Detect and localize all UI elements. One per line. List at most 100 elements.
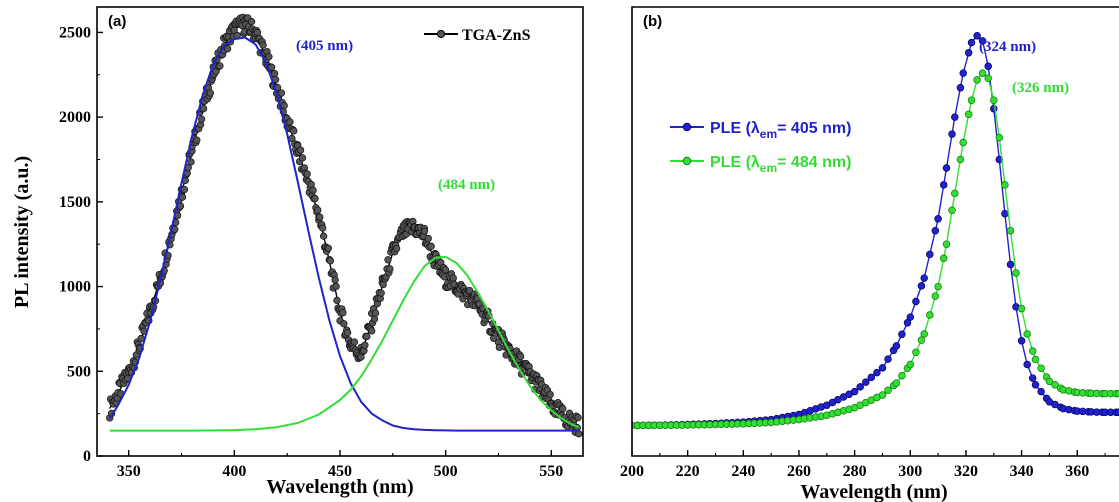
panel-a-marker-tga-zns bbox=[314, 206, 322, 214]
panel-a-marker-tga-zns bbox=[516, 352, 525, 361]
panel-a-marker-tga-zns bbox=[298, 154, 307, 162]
panel-a-marker-tga-zns bbox=[319, 232, 328, 240]
panel-b-marker-ple-em-405-nm bbox=[1115, 408, 1119, 417]
panel-b-marker-ple-em-484-nm bbox=[878, 391, 887, 399]
panel-b-marker-ple-em-405-nm bbox=[862, 378, 870, 386]
legend-label-tga-zns: TGA-ZnS bbox=[462, 27, 531, 44]
panel-b-marker-ple-em-484-nm bbox=[1028, 347, 1037, 355]
panel-a-marker-tga-zns bbox=[574, 413, 582, 422]
panel-b-marker-ple-em-484-nm bbox=[939, 254, 948, 263]
panel-a-xtick-label: 450 bbox=[328, 463, 352, 480]
panel-a-marker-tga-zns bbox=[259, 41, 267, 49]
panel-b-marker-ple-em-484-nm bbox=[1006, 226, 1015, 235]
panel-a-marker-tga-zns bbox=[319, 224, 327, 232]
panel-b-marker-ple-em-405-nm bbox=[948, 130, 956, 138]
panel-b-xtick-label: 220 bbox=[676, 463, 700, 480]
panel-a-marker-tga-zns bbox=[280, 101, 288, 110]
panel-a-xtick-label: 400 bbox=[222, 463, 246, 480]
panel-a-marker-tga-zns bbox=[339, 309, 347, 317]
panel-a-marker-tga-zns bbox=[420, 227, 429, 235]
panel-b-marker-ple-em-484-nm bbox=[948, 206, 956, 215]
panel-b-marker-ple-em-405-nm bbox=[884, 355, 892, 363]
legend-marker-ple-405 bbox=[682, 122, 692, 132]
panel-b-series bbox=[632, 32, 1119, 430]
panel-a-ytick-label: 1000 bbox=[59, 279, 91, 296]
panel-a-axes: 350 400 450 500 550 0 500 1000 1500 2000 2500 bbox=[59, 24, 563, 480]
panel-b-marker-ple-em-405-nm bbox=[942, 164, 951, 172]
panel-b-marker-ple-em-484-nm bbox=[906, 360, 915, 369]
panel-b-marker-ple-em-405-nm bbox=[856, 383, 864, 391]
panel-a-marker-tga-zns bbox=[386, 265, 394, 273]
panel-a-marker-tga-zns bbox=[270, 69, 279, 78]
panel-b-marker-ple-em-484-nm bbox=[959, 138, 967, 147]
panel-b-xtick-label: 320 bbox=[954, 463, 978, 480]
panel-b-marker-ple-em-484-nm bbox=[1051, 381, 1059, 389]
panel-a-marker-tga-zns bbox=[368, 327, 376, 335]
panel-b-marker-ple-em-405-nm bbox=[926, 250, 934, 259]
panel-a-marker-tga-zns bbox=[392, 245, 401, 253]
panel-a-marker-tga-zns bbox=[197, 115, 206, 123]
panel-b-marker-ple-em-484-nm bbox=[884, 386, 892, 395]
panel-b-marker-ple-em-405-nm bbox=[917, 282, 926, 290]
panel-b-marker-ple-em-484-nm bbox=[892, 379, 901, 387]
panel-b-marker-ple-em-484-nm bbox=[1115, 389, 1119, 398]
panel-b-marker-ple-em-405-nm bbox=[878, 364, 887, 372]
panel-a-xtick-label: 500 bbox=[434, 463, 458, 480]
panel-b-marker-ple-em-484-nm bbox=[1001, 181, 1009, 189]
panel-a-marker-tga-zns bbox=[316, 213, 324, 221]
panel-a-marker-tga-zns bbox=[332, 282, 340, 291]
panel-b-marker-ple-em-484-nm bbox=[931, 292, 940, 300]
panel-a-marker-tga-zns bbox=[384, 256, 392, 264]
panel-b-marker-ple-em-484-nm bbox=[973, 76, 981, 84]
panel-b-marker-ple-em-405-nm bbox=[867, 373, 876, 382]
panel-a-marker-tga-zns bbox=[180, 185, 189, 194]
panel-b-marker-ple-em-405-nm bbox=[1031, 381, 1040, 389]
panel-a-marker-tga-zns bbox=[265, 53, 273, 61]
panel-b-marker-ple-em-405-nm bbox=[1028, 374, 1037, 382]
panel-a-marker-tga-zns bbox=[363, 332, 371, 341]
panel-b-marker-ple-em-484-nm bbox=[920, 330, 928, 338]
panel-b-marker-ple-em-405-nm bbox=[1001, 209, 1009, 218]
legend-label-ple-484: PLE (λem= 484 nm) bbox=[710, 154, 851, 175]
panel-a-marker-tga-zns bbox=[247, 18, 256, 26]
panel-a-marker-tga-zns bbox=[311, 194, 319, 203]
panel-a-legend: TGA-ZnS bbox=[424, 27, 531, 44]
panel-a-series-line-panel-a-fit-2 bbox=[109, 255, 580, 432]
panel-a-marker-tga-zns bbox=[309, 186, 317, 194]
panel-a-marker-tga-zns bbox=[441, 266, 450, 274]
panel-b-axes: 200 220 240 260 280 300 320 340 360 bbox=[620, 450, 1106, 480]
panel-b-xtick-label: 300 bbox=[898, 463, 922, 480]
panel-b-marker-ple-em-405-nm bbox=[1006, 260, 1015, 269]
annotation-326nm: (326 nm) bbox=[1012, 80, 1069, 96]
panel-b-marker-ple-em-405-nm bbox=[920, 274, 928, 282]
panel-b-marker-ple-em-484-nm bbox=[1037, 364, 1045, 372]
legend-label-ple-405: PLE (λem= 405 nm) bbox=[710, 120, 851, 141]
panel-a-marker-tga-zns bbox=[216, 62, 224, 70]
panel-a-series-line-panel-a-fit-1 bbox=[108, 36, 579, 432]
panel-a-marker-tga-zns bbox=[286, 118, 294, 126]
panel-a-marker-tga-zns bbox=[331, 276, 339, 284]
panel-b-xtick-label: 360 bbox=[1065, 463, 1089, 480]
panel-a-marker-tga-zns bbox=[350, 338, 359, 346]
panel-a-marker-tga-zns bbox=[296, 146, 305, 154]
panel-a-marker-tga-zns bbox=[176, 202, 185, 210]
panel-b-marker-ple-em-484-nm bbox=[917, 336, 926, 344]
panel-b-marker-ple-em-405-nm bbox=[959, 69, 967, 77]
panel-a-marker-tga-zns bbox=[199, 104, 208, 113]
panel-a-ytick-label: 1500 bbox=[59, 194, 91, 211]
panel-b-marker-ple-em-484-nm bbox=[978, 69, 987, 77]
panel-a-xlabel: Wavelength (nm) bbox=[266, 476, 413, 498]
panel-a-marker-tga-zns bbox=[377, 289, 385, 297]
panel-b-marker-ple-em-405-nm bbox=[967, 38, 976, 47]
legend-marker-tga-zns bbox=[436, 29, 446, 39]
panel-a-ytick-label: 2000 bbox=[59, 109, 91, 126]
panel-a-marker-tga-zns bbox=[361, 341, 369, 349]
panel-b-marker-ple-em-405-nm bbox=[1023, 360, 1031, 369]
panel-a-marker-tga-zns bbox=[303, 170, 311, 178]
panel-b: 200 220 240 260 280 300 320 340 360 (b) Waveleng… bbox=[620, 6, 1119, 502]
panel-a-label: (a) bbox=[108, 13, 126, 30]
panel-b-marker-ple-em-405-nm bbox=[912, 297, 920, 306]
panel-b-marker-ple-em-405-nm bbox=[956, 84, 965, 92]
panel-b-legend: PLE (λem= 405 nm) PLE (λem= 484 nm) bbox=[670, 120, 851, 175]
panel-a-marker-tga-zns bbox=[223, 45, 232, 53]
